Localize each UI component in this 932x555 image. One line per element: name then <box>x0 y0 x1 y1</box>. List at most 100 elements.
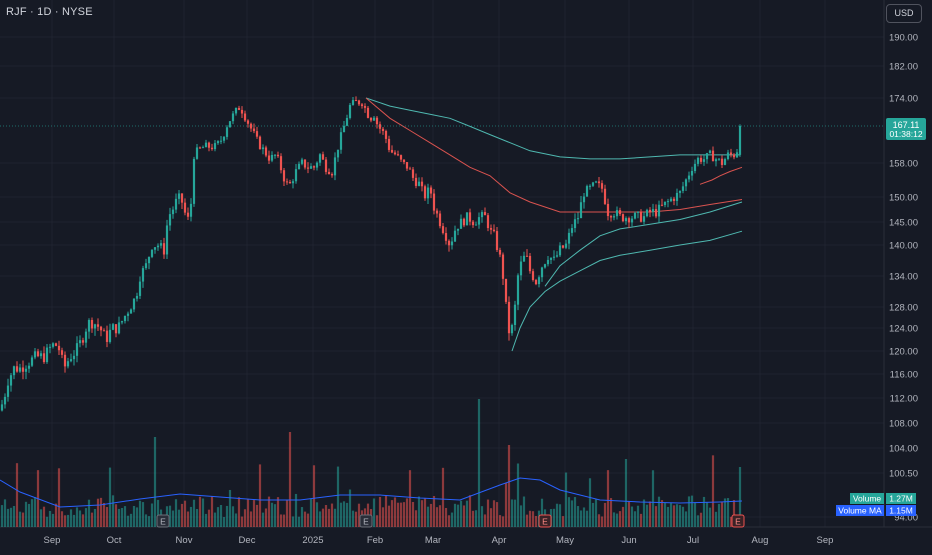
volume-bar <box>357 503 361 527</box>
volume-bar <box>408 470 412 527</box>
earnings-marker[interactable]: E <box>538 514 552 528</box>
volume-bars <box>0 399 743 527</box>
volume-bar <box>93 509 97 527</box>
volume-bar <box>417 496 421 527</box>
candle-body <box>507 301 511 334</box>
candle-body <box>684 179 688 187</box>
candle-body <box>555 255 559 257</box>
volume-bar <box>45 516 49 527</box>
earnings-marker[interactable]: E <box>156 514 170 528</box>
volume-bar <box>252 500 256 527</box>
price-axis[interactable]: 190.00 182.00 174.00 158.00 150.00 145.00 140.… <box>889 33 918 524</box>
time-tick-label: Dec <box>239 535 256 546</box>
volume-bar <box>432 496 436 527</box>
volume-bar <box>435 507 439 527</box>
volume-bar <box>48 510 52 527</box>
volume-bar <box>555 503 559 527</box>
volume-bar <box>33 497 37 527</box>
volume-bar <box>108 467 112 527</box>
candle-body <box>345 117 349 126</box>
volume-bar <box>141 502 145 527</box>
candle-body <box>588 185 592 187</box>
volume-bar <box>483 514 487 527</box>
ma-teal-upper <box>365 97 740 160</box>
candle-body <box>651 209 655 212</box>
volume-bar <box>426 506 430 527</box>
candle-body <box>468 212 472 222</box>
time-axis[interactable]: Sep Oct Nov Dec 2025 Feb Mar Apr May Jun Jul Aug Sep <box>44 535 834 546</box>
candle-body <box>375 117 379 125</box>
volume-bar <box>183 500 187 527</box>
volume-bar <box>459 500 463 527</box>
candle-body <box>681 186 685 191</box>
price-tick-label: 108.00 <box>889 419 918 430</box>
currency-button[interactable]: USD <box>886 4 922 23</box>
candle-body <box>342 125 346 133</box>
candle-body <box>564 243 568 248</box>
price-tick-label: 116.00 <box>890 370 918 381</box>
volume-bar <box>72 514 76 527</box>
candle-body <box>33 351 37 358</box>
volume-bar <box>3 499 7 527</box>
candle-body <box>534 279 538 285</box>
volume-value: 1.27M <box>889 494 913 504</box>
candle-body <box>153 247 157 250</box>
candle-body <box>48 346 52 348</box>
volume-bar <box>681 506 685 527</box>
candle-body <box>210 147 214 150</box>
earnings-marker-box <box>538 514 552 528</box>
volume-bar <box>75 507 79 527</box>
volume-bar <box>633 511 637 527</box>
volume-bar <box>693 502 697 527</box>
volume-bar <box>729 516 733 527</box>
volume-bar <box>588 478 592 527</box>
candle-body <box>450 241 454 246</box>
earnings-marker[interactable]: E <box>359 514 373 528</box>
candle-body <box>201 147 205 149</box>
candle-body <box>240 109 244 114</box>
candle-body <box>120 321 124 323</box>
candle-body <box>423 186 427 199</box>
earnings-marker-label: E <box>542 517 548 527</box>
volume-bar <box>255 504 259 527</box>
volume-bar <box>624 459 628 527</box>
candle-body <box>558 245 562 256</box>
candle-body <box>225 127 229 137</box>
volume-bar <box>9 507 13 527</box>
candle-body <box>27 365 31 369</box>
candle-body <box>309 166 313 169</box>
candle-body <box>636 211 640 213</box>
candle-body <box>384 130 388 139</box>
volume-bar <box>258 464 262 527</box>
price-tick-label: 104.00 <box>889 444 918 455</box>
candle-body <box>321 154 325 160</box>
candle-body <box>657 204 661 217</box>
candle-body <box>474 224 478 226</box>
candle-body <box>495 231 499 250</box>
candle-body <box>543 264 547 268</box>
time-tick-label: Nov <box>176 535 193 546</box>
candle-body <box>438 213 442 227</box>
volume-bar <box>492 500 496 527</box>
volume-bar <box>579 510 583 527</box>
earnings-marker[interactable]: E <box>731 514 745 528</box>
volume-bar <box>621 506 625 527</box>
volume-bar <box>66 514 70 527</box>
candle-body <box>78 340 82 344</box>
symbol-title[interactable]: RJF · 1D · NYSE <box>6 6 93 18</box>
candle-body <box>420 181 424 187</box>
volume-bar <box>153 437 157 527</box>
candle-body <box>216 141 220 144</box>
candle-body <box>405 162 409 169</box>
volume-bar <box>195 508 199 527</box>
volume-bar <box>237 497 241 527</box>
volume-bar <box>405 498 409 527</box>
volume-bar <box>561 516 565 527</box>
volume-bar <box>132 505 136 527</box>
candle-body <box>297 163 301 170</box>
candle-body <box>669 198 673 202</box>
candle-body <box>489 228 493 230</box>
candle-body <box>42 353 46 363</box>
